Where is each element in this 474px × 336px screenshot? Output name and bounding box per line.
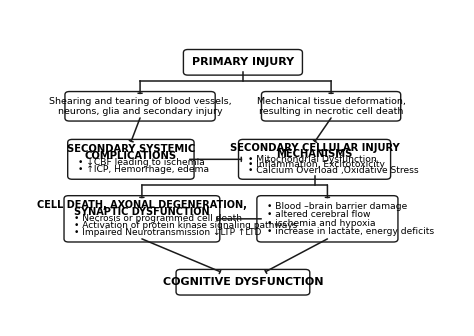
- FancyBboxPatch shape: [262, 91, 401, 121]
- Text: • ↑ICP, Hemorrhage, edema: • ↑ICP, Hemorrhage, edema: [78, 165, 209, 174]
- Text: COGNITIVE DYSFUNCTION: COGNITIVE DYSFUNCTION: [163, 277, 323, 287]
- FancyBboxPatch shape: [64, 196, 220, 242]
- FancyBboxPatch shape: [238, 139, 391, 179]
- Text: CELL DEATH, AXONAL DEGENERATION,: CELL DEATH, AXONAL DEGENERATION,: [37, 200, 247, 210]
- Text: • altered cerebral flow: • altered cerebral flow: [267, 210, 370, 219]
- Text: SECONDARY CELLULAR INJURY: SECONDARY CELLULAR INJURY: [230, 143, 400, 153]
- Text: • Necrosis or programmed cell death: • Necrosis or programmed cell death: [74, 214, 242, 223]
- Text: Mechanical tissue deformation,
resulting in necrotic cell death: Mechanical tissue deformation, resulting…: [256, 96, 406, 116]
- FancyBboxPatch shape: [65, 91, 215, 121]
- Text: • increase in lactate, energy deficits: • increase in lactate, energy deficits: [267, 227, 434, 236]
- Text: SYNAPTIC DYSFUNCTION: SYNAPTIC DYSFUNCTION: [74, 207, 210, 217]
- FancyBboxPatch shape: [183, 49, 302, 75]
- FancyBboxPatch shape: [68, 139, 194, 179]
- Text: SECONDARY SYSTEMIC: SECONDARY SYSTEMIC: [67, 144, 195, 154]
- Text: • Blood –brain barrier damage: • Blood –brain barrier damage: [267, 202, 407, 211]
- Text: • ↓CBF leading to ischemia: • ↓CBF leading to ischemia: [78, 158, 204, 167]
- Text: • Impaired Neurotransmission ↓LTP ↑LTD: • Impaired Neurotransmission ↓LTP ↑LTD: [74, 228, 261, 237]
- FancyBboxPatch shape: [176, 269, 310, 295]
- Text: • Inflammation, Excitotoxicity: • Inflammation, Excitotoxicity: [248, 160, 385, 169]
- Text: • Activation of protein kinase signaling pathways: • Activation of protein kinase signaling…: [74, 221, 297, 230]
- FancyBboxPatch shape: [257, 196, 398, 242]
- Text: Shearing and tearing of blood vessels,
neurons, glia and secondary injury: Shearing and tearing of blood vessels, n…: [49, 96, 231, 116]
- Text: COMPLICATIONS: COMPLICATIONS: [85, 151, 177, 161]
- Text: • ischemia and hypoxia: • ischemia and hypoxia: [267, 219, 375, 227]
- Text: • Mitochondrial Dysfunction: • Mitochondrial Dysfunction: [248, 155, 377, 164]
- Text: • Calcium Overload ,Oxidative Stress: • Calcium Overload ,Oxidative Stress: [248, 166, 419, 175]
- Text: MECHANISMS: MECHANISMS: [276, 149, 353, 159]
- Text: PRIMARY INJURY: PRIMARY INJURY: [192, 57, 294, 67]
